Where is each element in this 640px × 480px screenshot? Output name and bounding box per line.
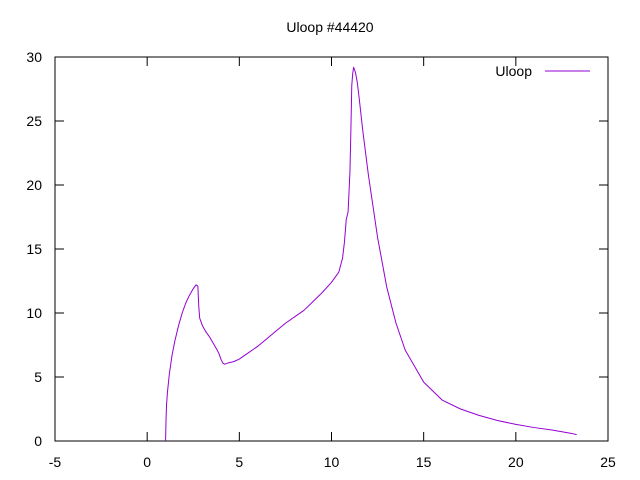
x-tick-label: 10 [324, 454, 340, 470]
x-tick-labels: -5 0 5 10 15 20 25 [49, 454, 616, 470]
y-tick-label: 0 [34, 433, 42, 449]
y-tick-label: 25 [26, 113, 42, 129]
legend-label: Uloop [495, 63, 532, 79]
x-tick-label: -5 [49, 454, 62, 470]
x-tick-label: 5 [235, 454, 243, 470]
y-tick-label: 30 [26, 49, 42, 65]
x-tick-label: 0 [143, 454, 151, 470]
chart-title: Uloop #44420 [286, 19, 373, 35]
y-tick-label: 10 [26, 305, 42, 321]
plot-frame [54, 56, 609, 442]
x-tick-label: 25 [600, 454, 616, 470]
y-tick-label: 20 [26, 177, 42, 193]
y-tick-label: 15 [26, 241, 42, 257]
series-layer [165, 66, 577, 442]
series-line-0 [165, 66, 577, 442]
y-tick-labels: 0 5 10 15 20 25 30 [26, 49, 42, 449]
y-tick-label: 5 [34, 369, 42, 385]
x-tick-label: 20 [508, 454, 524, 470]
legend: Uloop [495, 63, 590, 79]
x-tick-label: 15 [416, 454, 432, 470]
axis-ticks [54, 56, 609, 442]
